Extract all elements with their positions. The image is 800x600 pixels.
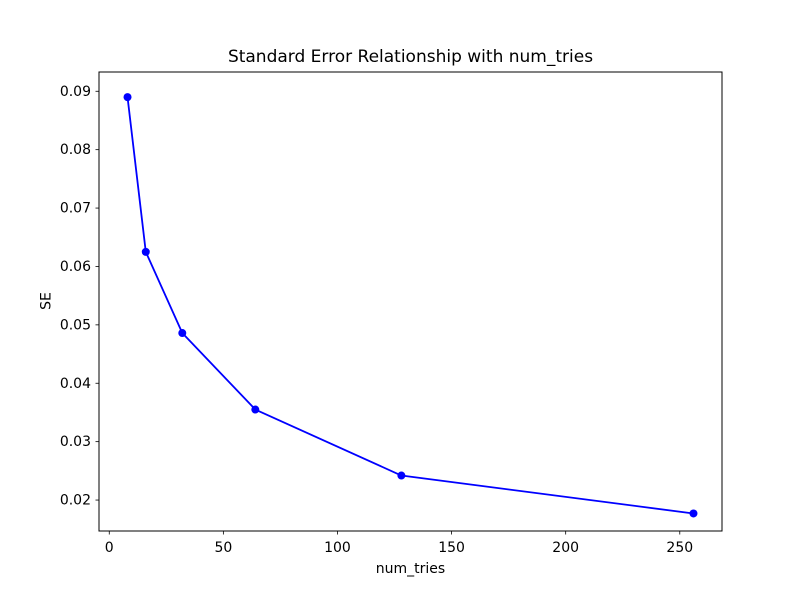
x-tick-label: 250	[666, 540, 693, 556]
x-tick-label: 100	[324, 540, 351, 556]
data-point-marker	[141, 247, 150, 256]
y-tick-label: 0.07	[60, 201, 91, 217]
data-point-marker	[689, 509, 698, 518]
y-tick-label: 0.05	[60, 317, 91, 333]
y-axis-label: SE	[38, 292, 55, 310]
x-axis-label: num_tries	[375, 561, 446, 577]
data-point-marker	[251, 405, 260, 414]
data-point-marker	[397, 471, 406, 480]
y-tick-label: 0.09	[60, 84, 91, 100]
axes-frame	[98, 71, 723, 532]
data-point-marker	[123, 93, 132, 102]
x-tick-label: 200	[552, 540, 579, 556]
chart-title: Standard Error Relationship with num_tri…	[227, 47, 594, 67]
y-tick-label: 0.04	[60, 376, 91, 392]
y-tick-label: 0.08	[60, 142, 91, 158]
data-point-marker	[178, 329, 187, 338]
x-tick-label: 0	[105, 540, 114, 556]
y-tick-label: 0.02	[60, 493, 91, 509]
x-tick-label: 150	[438, 540, 465, 556]
y-tick-label: 0.03	[60, 434, 91, 450]
se-line-series	[126, 96, 695, 515]
x-tick-label: 50	[214, 540, 232, 556]
y-tick-label: 0.06	[60, 259, 91, 275]
